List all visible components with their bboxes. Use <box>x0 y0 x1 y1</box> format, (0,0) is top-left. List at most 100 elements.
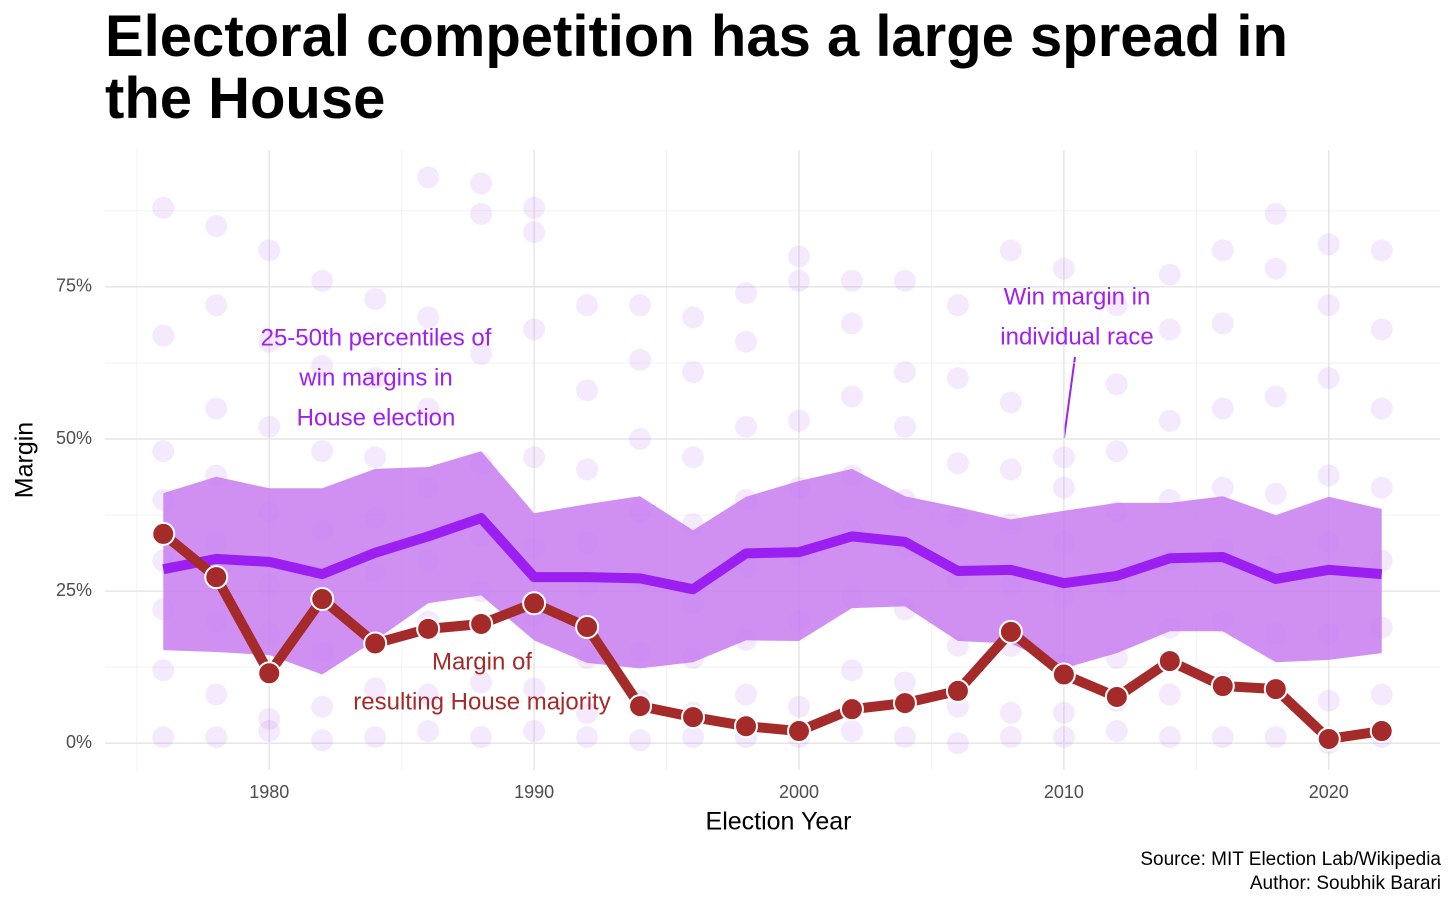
race-dot <box>1158 409 1181 432</box>
race-dot <box>576 458 599 481</box>
race-dot <box>1211 476 1234 499</box>
race-dot <box>1211 726 1234 749</box>
race-dot <box>417 720 440 743</box>
race-dot <box>629 729 652 752</box>
race-dot <box>682 361 705 384</box>
race-dot <box>629 428 652 451</box>
race-dot <box>523 720 546 743</box>
point <box>628 694 653 719</box>
race-dot <box>258 239 281 262</box>
annotation: 25-50th percentiles of <box>261 324 492 351</box>
race-dot <box>946 367 969 390</box>
race-dot <box>1052 701 1075 724</box>
point <box>734 714 759 739</box>
x-tick-label: 2010 <box>1044 782 1084 802</box>
race-dot <box>999 726 1022 749</box>
race-dot <box>1211 239 1234 262</box>
percentile-band <box>163 451 1382 675</box>
point <box>1157 649 1182 674</box>
race-dot <box>1052 446 1075 469</box>
race-dot <box>1264 257 1287 280</box>
point <box>416 616 441 641</box>
race-dot <box>840 659 863 682</box>
annotation-arrow <box>1063 356 1076 439</box>
race-dot <box>1211 397 1234 420</box>
race-dot <box>258 330 281 353</box>
race-dot <box>1317 294 1340 317</box>
chart-title: Electoral competition has a large spread… <box>105 4 1288 131</box>
race-dot <box>152 659 175 682</box>
race-dot <box>787 409 810 432</box>
annotation: win margins in <box>298 364 452 391</box>
race-dot <box>1052 476 1075 499</box>
x-tick-label: 1990 <box>514 782 554 802</box>
race-dot <box>311 269 334 292</box>
race-dot <box>258 707 281 730</box>
race-dot <box>1370 683 1393 706</box>
race-dot <box>1105 294 1128 317</box>
race-dot <box>1370 397 1393 420</box>
race-dot <box>311 695 334 718</box>
race-dot <box>523 196 546 219</box>
race-dot <box>205 215 228 238</box>
race-dot <box>205 683 228 706</box>
race-dot <box>417 166 440 189</box>
race-dot <box>893 671 916 694</box>
race-dot <box>1158 683 1181 706</box>
race-dot <box>417 683 440 706</box>
point <box>151 521 176 546</box>
race-dot <box>629 348 652 371</box>
race-dot <box>787 245 810 268</box>
point <box>310 587 335 612</box>
race-dot <box>470 172 493 195</box>
point <box>786 719 811 744</box>
race-dot <box>893 726 916 749</box>
race-dot <box>576 701 599 724</box>
race-dot <box>1264 726 1287 749</box>
race-dot <box>470 202 493 225</box>
line <box>162 513 1383 595</box>
race-dot <box>523 318 546 341</box>
race-dot <box>893 415 916 438</box>
race-dot <box>1317 367 1340 390</box>
point <box>892 691 917 716</box>
race-dot <box>840 269 863 292</box>
caption: Source: MIT Election Lab/Wikipedia <box>1140 849 1441 870</box>
race-dot <box>311 729 334 752</box>
race-dot <box>682 726 705 749</box>
race-dot <box>787 695 810 718</box>
point <box>839 697 864 722</box>
point <box>1369 719 1394 744</box>
race-dot <box>1370 318 1393 341</box>
point <box>575 615 600 640</box>
race-dot <box>735 683 758 706</box>
race-dot <box>1158 263 1181 286</box>
race-dot <box>999 239 1022 262</box>
race-dot <box>258 415 281 438</box>
annotation: House election <box>297 404 456 431</box>
race-dot <box>205 397 228 420</box>
race-dot <box>576 294 599 317</box>
point <box>1316 726 1341 751</box>
race-dot <box>1370 476 1393 499</box>
race-dot <box>523 221 546 244</box>
point <box>257 661 282 686</box>
race-dot <box>735 281 758 304</box>
point <box>1210 674 1235 699</box>
race-dot <box>576 379 599 402</box>
race-dot <box>152 726 175 749</box>
point <box>469 611 494 636</box>
race-dot <box>787 269 810 292</box>
race-dot <box>629 294 652 317</box>
x-tick-label: 2020 <box>1309 782 1349 802</box>
race-dot <box>205 294 228 317</box>
race-dot <box>576 726 599 749</box>
race-dot <box>1105 440 1128 463</box>
race-dot <box>470 671 493 694</box>
race-dot <box>523 446 546 469</box>
race-dot <box>1211 312 1234 335</box>
annotation: individual race <box>1000 323 1153 350</box>
race-dot <box>1264 202 1287 225</box>
x-tick-label: 1980 <box>249 782 289 802</box>
